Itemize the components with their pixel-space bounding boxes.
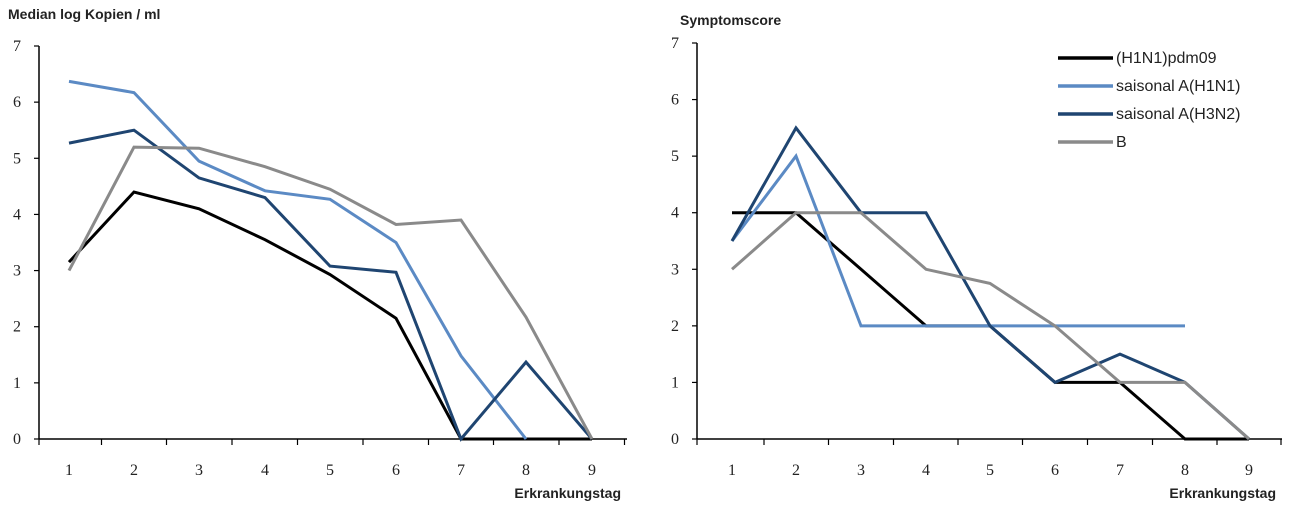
x-tick-label: 5 [986, 462, 994, 479]
x-axis-label: Erkrankungstag [514, 485, 621, 501]
x-tick-label: 8 [522, 462, 530, 479]
x-axis-label: Erkrankungstag [1169, 485, 1276, 501]
x-tick-label: 1 [728, 462, 736, 479]
chart-title: Median log Kopien / ml [8, 6, 160, 22]
legend: (H1N1)pdm09 saisonal A(H1N1) saisonal A(H3… [1058, 50, 1241, 151]
x-tick-label: 6 [392, 462, 400, 479]
y-tick-label: 6 [13, 94, 21, 111]
y-tick-label: 7 [671, 35, 679, 52]
x-tick-label: 4 [261, 462, 269, 479]
series-line-4 [731, 211, 1250, 441]
x-tick-label: 1 [65, 462, 73, 479]
series-line-1 [67, 190, 592, 441]
x-tick-label: 3 [195, 462, 203, 479]
x-tick-label: 9 [1245, 462, 1253, 479]
y-tick-label: 4 [671, 205, 679, 222]
y-tick-label: 7 [13, 38, 21, 55]
y-tick-label: 1 [671, 374, 679, 391]
y-tick-label: 3 [671, 261, 679, 278]
series-line-2 [730, 153, 1185, 328]
y-tick-label: 0 [13, 431, 21, 448]
y-tick-label: 6 [671, 92, 679, 109]
y-tick-label: 2 [671, 318, 679, 335]
x-tick-label: 2 [792, 462, 800, 479]
x-tick-label: 3 [857, 462, 865, 479]
series-line-3 [730, 125, 1250, 441]
x-tick-label: 7 [1116, 462, 1124, 479]
x-tick-label: 5 [326, 462, 334, 479]
x-tick-label: 7 [457, 462, 465, 479]
legend-label: (H1N1)pdm09 [1116, 50, 1217, 67]
legend-label: saisonal A(H1N1) [1116, 78, 1241, 95]
y-tick-label: 1 [13, 375, 21, 392]
series-line-4 [67, 145, 594, 440]
series-line-3 [68, 128, 594, 442]
y-tick-label: 0 [671, 431, 679, 448]
series-line-2 [68, 79, 528, 440]
x-tick-label: 8 [1181, 462, 1189, 479]
chart-title: Symptomscore [680, 12, 781, 28]
y-tick-label: 4 [13, 206, 21, 223]
x-tick-label: 9 [588, 462, 596, 479]
legend-label: saisonal A(H3N2) [1116, 106, 1241, 123]
y-tick-label: 2 [13, 319, 21, 336]
y-tick-label: 5 [13, 150, 21, 167]
legend-label: B [1116, 134, 1127, 151]
chart-1: Median log Kopien / ml 0 1 2 3 4 5 6 7 1 2 3 4 5 6 7 8 9 E… [8, 6, 627, 501]
chart-2: Symptomscore 0 1 2 3 4 5 6 7 1 2 3 4 5 6 7 8 9 Erkrankungs… [671, 12, 1282, 501]
y-tick-label: 3 [13, 263, 21, 280]
x-tick-label: 6 [1051, 462, 1059, 479]
y-tick-label: 5 [671, 148, 679, 165]
x-tick-label: 4 [922, 462, 930, 479]
x-tick-label: 2 [130, 462, 138, 479]
